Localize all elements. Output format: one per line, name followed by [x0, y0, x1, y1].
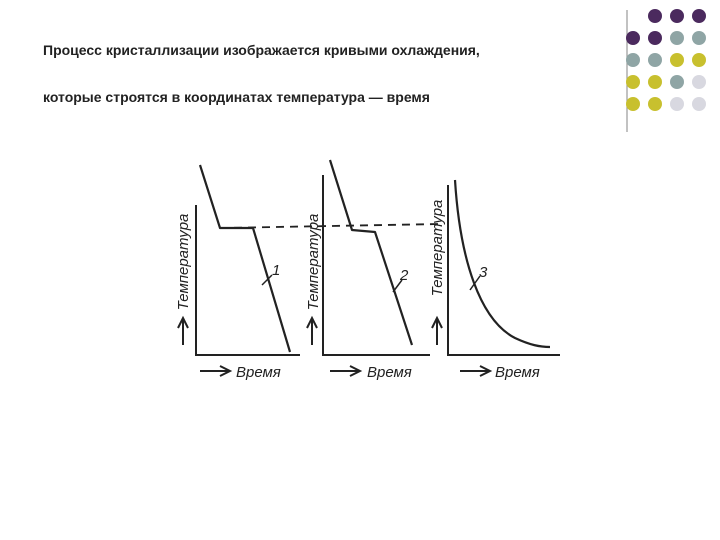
axes — [322, 175, 430, 356]
decor-dots — [626, 9, 706, 132]
dot — [692, 9, 706, 23]
arrow — [431, 315, 443, 345]
dot — [626, 31, 640, 45]
dot — [648, 75, 662, 89]
x-label: Время — [367, 364, 412, 381]
x-label: Время — [495, 364, 540, 381]
dot — [692, 31, 706, 45]
dot — [692, 97, 706, 111]
dashed-line — [219, 223, 441, 229]
leader — [261, 274, 273, 286]
curve-label: 1 — [272, 262, 280, 279]
dot — [692, 75, 706, 89]
axes — [447, 185, 560, 356]
curve — [198, 164, 292, 353]
dot — [670, 97, 684, 111]
dot — [670, 53, 684, 67]
dot — [670, 9, 684, 23]
dot — [626, 75, 640, 89]
axes — [195, 205, 300, 356]
title-line: которые строятся в координатах температу… — [43, 89, 430, 105]
dot — [692, 53, 706, 67]
dot — [648, 97, 662, 111]
dot — [648, 53, 662, 67]
diagram: Температура Время 1 Температура Время 2 … — [175, 159, 560, 381]
arrow — [306, 315, 318, 345]
curve — [328, 159, 414, 346]
curve — [453, 179, 551, 349]
leader — [469, 275, 481, 291]
dot — [648, 9, 662, 23]
leader — [392, 279, 403, 293]
x-label: Время — [236, 364, 281, 381]
curve-label: 2 — [399, 267, 409, 284]
dot — [626, 53, 640, 67]
dot — [648, 31, 662, 45]
dot — [670, 75, 684, 89]
y-label: Температура — [305, 214, 322, 311]
arrow — [177, 315, 189, 345]
arrow — [330, 365, 363, 377]
curve-label: 3 — [479, 264, 488, 281]
dot — [670, 31, 684, 45]
arrow — [460, 365, 493, 377]
title-line: Процесс кристаллизации изображается крив… — [43, 42, 480, 58]
arrow — [200, 365, 233, 377]
y-label: Температура — [429, 200, 446, 297]
dot — [626, 97, 640, 111]
y-label: Температура — [175, 214, 192, 311]
